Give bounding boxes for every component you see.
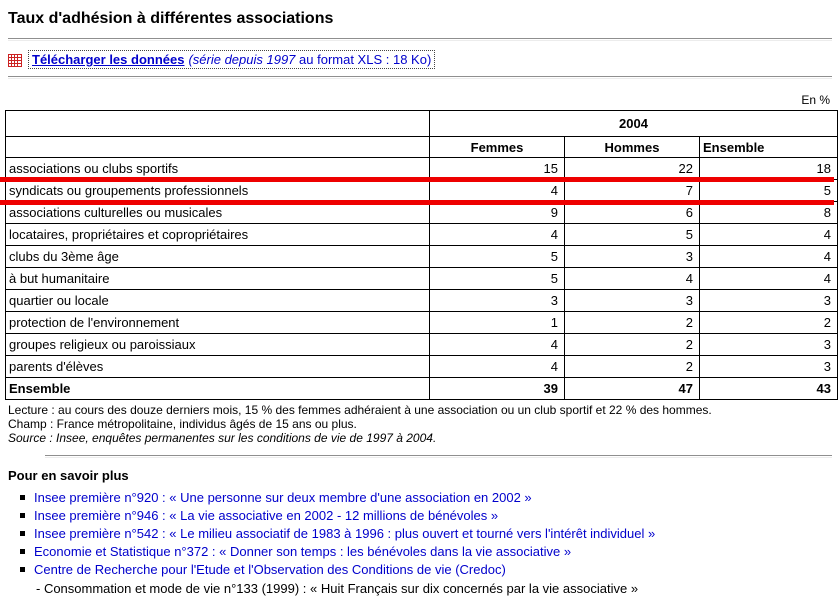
note-source: Source : Insee, enquêtes permanentes sur… xyxy=(8,431,437,445)
value-hommes: 4 xyxy=(564,267,700,290)
value-hommes: 5 xyxy=(564,223,700,246)
total-femmes: 39 xyxy=(429,377,565,400)
square-bullet-icon xyxy=(20,495,25,500)
col-header-hommes: Hommes xyxy=(564,136,700,158)
value-femmes: 3 xyxy=(429,289,565,312)
download-link-group[interactable]: Télécharger les données (série depuis 199… xyxy=(28,50,436,69)
col-header-ensemble: Ensemble xyxy=(699,136,838,158)
total-ensemble: 43 xyxy=(699,377,838,400)
total-label: Ensemble xyxy=(5,377,430,400)
value-ensemble: 3 xyxy=(699,333,838,356)
stub-cell xyxy=(5,136,430,158)
total-row: Ensemble 39 47 43 xyxy=(5,377,838,400)
value-femmes: 1 xyxy=(429,311,565,334)
note-lecture: Lecture : au cours des douze derniers mo… xyxy=(8,403,712,417)
list-item: Centre de Recherche pour l'Etude et l'Ob… xyxy=(20,563,832,576)
year-header-row: 2004 xyxy=(5,110,838,137)
value-ensemble: 4 xyxy=(699,223,838,246)
list-item: Insee première n°946 : « La vie associat… xyxy=(20,509,832,522)
value-ensemble: 2 xyxy=(699,311,838,334)
table-row: à but humanitaire 5 4 4 xyxy=(5,267,838,290)
link-credoc[interactable]: Centre de Recherche pour l'Etude et l'Ob… xyxy=(34,562,506,577)
table-row: associations ou clubs sportifs 15 22 18 xyxy=(5,157,838,180)
table-row: quartier ou locale 3 3 3 xyxy=(5,289,838,312)
download-format-note: (série depuis 1997 au format XLS : 18 Ko… xyxy=(188,52,432,67)
value-hommes: 3 xyxy=(564,245,700,268)
value-femmes: 4 xyxy=(429,223,565,246)
membership-rates-table: 2004 Femmes Hommes Ensemble associations… xyxy=(5,110,838,400)
list-item: Economie et Statistique n°372 : « Donner… xyxy=(20,545,832,558)
value-hommes: 3 xyxy=(564,289,700,312)
row-label: groupes religieux ou paroissiaux xyxy=(5,333,430,356)
value-ensemble: 4 xyxy=(699,245,838,268)
value-hommes: 2 xyxy=(564,333,700,356)
row-label: quartier ou locale xyxy=(5,289,430,312)
value-femmes: 4 xyxy=(429,355,565,378)
link-insee-premiere-946[interactable]: Insee première n°946 : « La vie associat… xyxy=(34,508,499,523)
credoc-sub-item: - Consommation et mode de vie n°133 (199… xyxy=(36,581,639,596)
row-label: protection de l'environnement xyxy=(5,311,430,334)
value-hommes: 2 xyxy=(564,311,700,334)
highlight-line-top xyxy=(0,177,834,182)
square-bullet-icon xyxy=(20,513,25,518)
table-row: parents d'élèves 4 2 3 xyxy=(5,355,838,378)
value-ensemble: 3 xyxy=(699,355,838,378)
value-femmes: 5 xyxy=(429,267,565,290)
value-hommes: 7 xyxy=(564,179,700,202)
table-row: locataires, propriétaires et copropriéta… xyxy=(5,223,838,246)
data-table-wrap: 2004 Femmes Hommes Ensemble associations… xyxy=(0,110,838,400)
value-ensemble: 18 xyxy=(699,157,838,180)
value-ensemble: 3 xyxy=(699,289,838,312)
table-notes: Lecture : au cours des douze derniers mo… xyxy=(8,403,832,445)
page-title: Taux d'adhésion à différentes associatio… xyxy=(8,10,334,27)
more-info-section: Pour en savoir plus Insee première n°920… xyxy=(8,468,832,596)
square-bullet-icon xyxy=(20,567,25,572)
row-label: clubs du 3ème âge xyxy=(5,245,430,268)
link-insee-premiere-920[interactable]: Insee première n°920 : « Une personne su… xyxy=(34,490,532,505)
square-bullet-icon xyxy=(20,531,25,536)
row-label: syndicats ou groupements professionnels xyxy=(5,179,430,202)
list-item: Insee première n°920 : « Une personne su… xyxy=(20,491,832,504)
download-row: Télécharger les données (série depuis 199… xyxy=(8,50,832,69)
table-row: clubs du 3ème âge 5 3 4 xyxy=(5,245,838,268)
highlight-line-bottom xyxy=(0,200,834,205)
more-info-list: Insee première n°920 : « Une personne su… xyxy=(8,491,832,576)
unit-label: En % xyxy=(801,93,830,107)
table-row: groupes religieux ou paroissiaux 4 2 3 xyxy=(5,333,838,356)
value-ensemble: 4 xyxy=(699,267,838,290)
value-ensemble: 5 xyxy=(699,179,838,202)
row-label: à but humanitaire xyxy=(5,267,430,290)
col-header-femmes: Femmes xyxy=(429,136,565,158)
stub-cell xyxy=(5,110,430,137)
link-economie-statistique-372[interactable]: Economie et Statistique n°372 : « Donner… xyxy=(34,544,572,559)
divider-top xyxy=(8,38,832,41)
download-data-link[interactable]: Télécharger les données xyxy=(32,52,185,67)
row-label: locataires, propriétaires et copropriéta… xyxy=(5,223,430,246)
value-femmes: 4 xyxy=(429,179,565,202)
table-row-highlighted: syndicats ou groupements professionnels … xyxy=(5,179,838,202)
square-bullet-icon xyxy=(20,549,25,554)
link-insee-premiere-542[interactable]: Insee première n°542 : « Le milieu assoc… xyxy=(34,526,656,541)
list-item: Insee première n°542 : « Le milieu assoc… xyxy=(20,527,832,540)
note-champ: Champ : France métropolitaine, individus… xyxy=(8,417,357,431)
xls-grid-icon xyxy=(8,53,22,67)
year-header: 2004 xyxy=(429,110,838,137)
total-hommes: 47 xyxy=(564,377,700,400)
divider-below-download xyxy=(8,76,832,79)
value-femmes: 5 xyxy=(429,245,565,268)
divider-bottom xyxy=(45,455,832,458)
value-hommes: 2 xyxy=(564,355,700,378)
row-label: parents d'élèves xyxy=(5,355,430,378)
more-info-heading: Pour en savoir plus xyxy=(8,468,129,483)
column-header-row: Femmes Hommes Ensemble xyxy=(5,136,838,158)
table-row: protection de l'environnement 1 2 2 xyxy=(5,311,838,334)
value-femmes: 4 xyxy=(429,333,565,356)
